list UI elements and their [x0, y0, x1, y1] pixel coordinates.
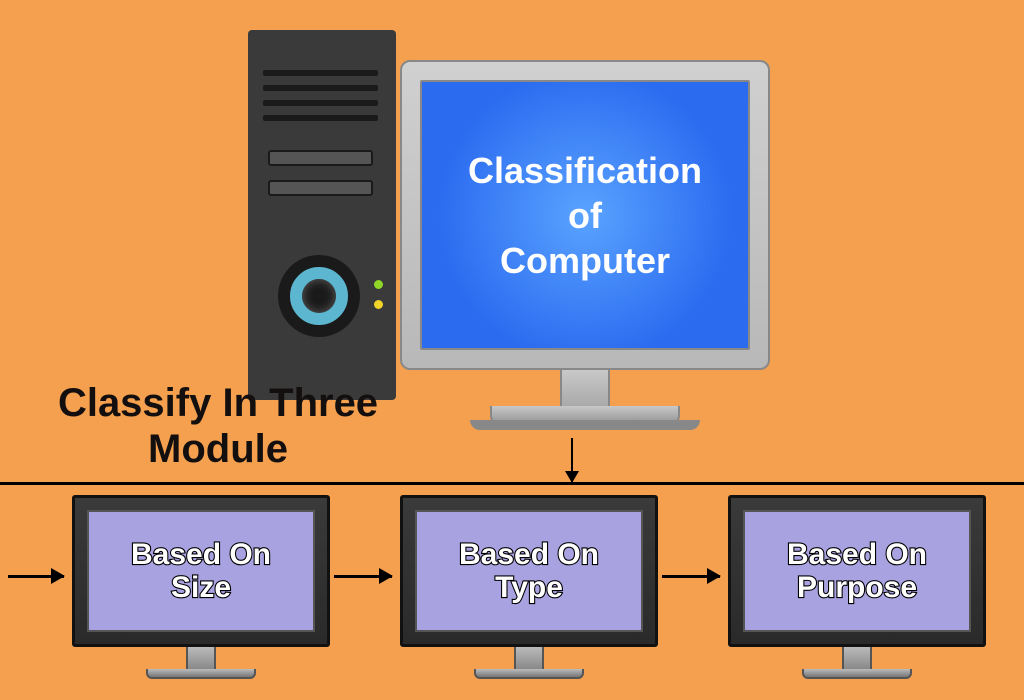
small-base: [146, 669, 256, 679]
main-screen: Classification of Computer: [420, 80, 750, 350]
tower-vent: [263, 115, 378, 121]
main-monitor: Classification of Computer: [400, 60, 770, 424]
title-line-3: Computer: [500, 238, 670, 283]
led-green-icon: [374, 280, 383, 289]
category-label-line1: Based On: [131, 538, 271, 571]
monitor-neck: [560, 370, 610, 406]
tower-vent: [263, 70, 378, 76]
category-label-line1: Based On: [459, 538, 599, 571]
led-yellow-icon: [374, 300, 383, 309]
small-bezel: Based On Size: [72, 495, 330, 647]
computer-tower: [248, 30, 396, 400]
tower-vent: [263, 100, 378, 106]
small-neck: [186, 647, 216, 669]
category-label-line2: Type: [495, 571, 563, 604]
arrow-down-icon: [571, 438, 573, 482]
title-line-1: Classification: [468, 148, 702, 193]
small-neck: [514, 647, 544, 669]
tower-drive-bay: [268, 180, 373, 196]
small-base: [474, 669, 584, 679]
power-ring-icon: [290, 267, 348, 325]
divider-line: [0, 482, 1024, 485]
power-button-icon: [278, 255, 360, 337]
monitor-bezel: Classification of Computer: [400, 60, 770, 370]
subtitle-line-1: Classify In Three: [18, 380, 418, 426]
small-screen: Based On Size: [87, 510, 315, 632]
monitor-base: [490, 406, 680, 424]
small-neck: [842, 647, 872, 669]
category-monitor-purpose: Based On Purpose: [728, 495, 986, 679]
small-base: [802, 669, 912, 679]
category-row: Based On Size Based On Type Based On Pur…: [0, 495, 1024, 700]
small-screen: Based On Type: [415, 510, 643, 632]
subtitle-line-2: Module: [18, 426, 418, 472]
tower-vent: [263, 85, 378, 91]
category-monitor-type: Based On Type: [400, 495, 658, 679]
category-monitor-size: Based On Size: [72, 495, 330, 679]
category-label-line2: Purpose: [797, 571, 917, 604]
title-line-2: of: [568, 193, 602, 238]
small-screen: Based On Purpose: [743, 510, 971, 632]
small-bezel: Based On Type: [400, 495, 658, 647]
tower-drive-bay: [268, 150, 373, 166]
category-label-line1: Based On: [787, 538, 927, 571]
small-bezel: Based On Purpose: [728, 495, 986, 647]
subtitle: Classify In Three Module: [18, 380, 418, 472]
category-label-line2: Size: [171, 571, 231, 604]
